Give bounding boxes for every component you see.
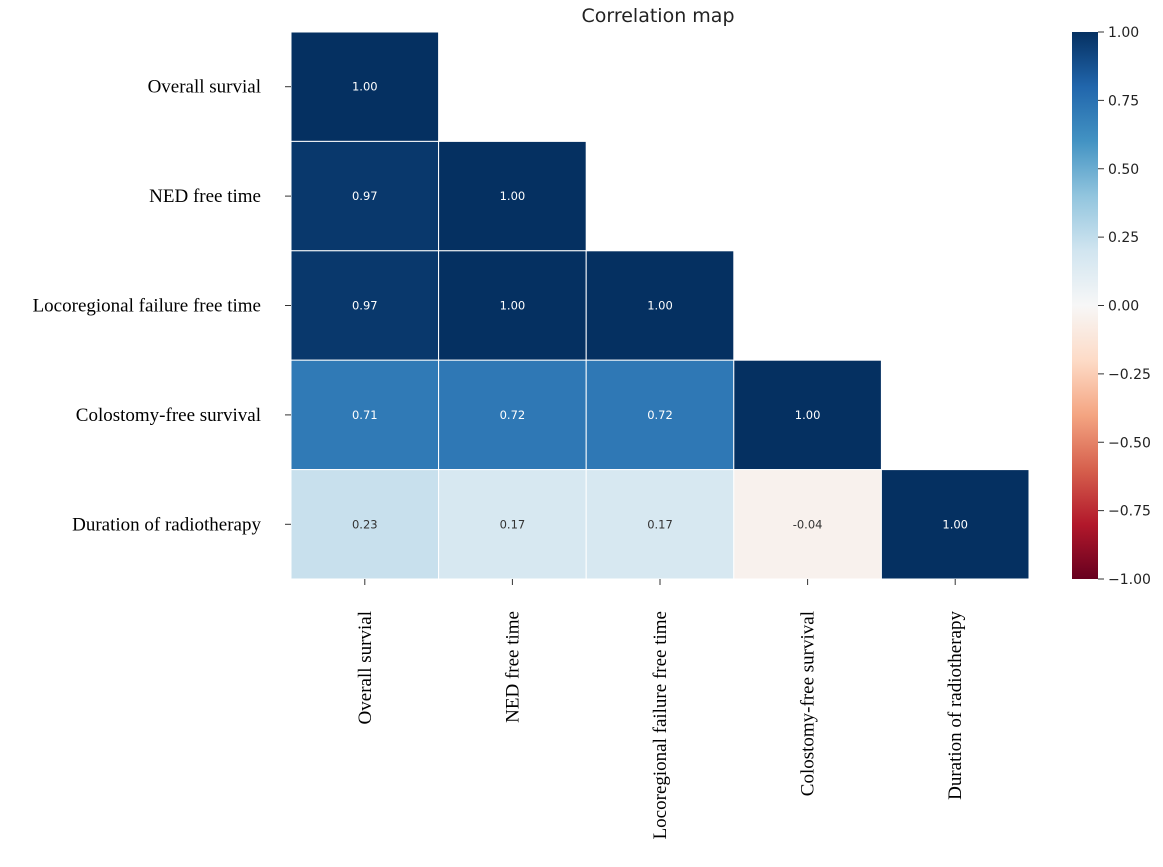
cell-value-label: 0.17 — [500, 517, 526, 531]
heatmap-cell — [585, 469, 735, 580]
heatmap-cell — [290, 140, 440, 252]
column-labels: Overall survial NED free time Locoregional… — [355, 579, 966, 839]
colorbar-tick-label: −0.50 — [1108, 435, 1151, 451]
row-label: NED free time — [149, 186, 261, 207]
cell-value-label: 0.17 — [647, 517, 673, 531]
cell-value-label: -0.04 — [793, 517, 823, 531]
row-label: Locoregional failure free time — [33, 296, 261, 317]
column-label: Colostomy-free survival — [798, 611, 819, 796]
cell-value-label: 0.72 — [647, 408, 673, 422]
colorbar: 1.00 0.75 0.50 0.25 0.00 −0.25 −0.50 −0.75 −1.00 — [1072, 25, 1151, 588]
cell-value-label: 1.00 — [352, 80, 378, 94]
cell-value-label: 1.00 — [500, 189, 526, 203]
column-label: NED free time — [502, 611, 523, 723]
row-labels: Overall survial NED free time Locoregional… — [33, 77, 291, 535]
chart-title: Correlation map — [581, 5, 734, 27]
cell-value-label: 0.23 — [352, 517, 378, 531]
heatmap-cell — [290, 31, 440, 142]
cell-value-label: 0.97 — [352, 299, 378, 313]
colorbar-tick-label: −0.25 — [1108, 367, 1151, 383]
colorbar-tick-label: 0.00 — [1108, 299, 1139, 315]
colorbar-tick-label: −1.00 — [1108, 572, 1151, 588]
heatmap-cell — [733, 469, 882, 580]
heatmap-cell — [438, 359, 587, 471]
column-label: Overall survial — [355, 611, 376, 724]
heatmap-cell — [290, 250, 440, 361]
cell-value-label: 0.71 — [352, 408, 378, 422]
colorbar-tick-label: 1.00 — [1108, 25, 1139, 41]
colorbar-tick-label: 0.25 — [1108, 230, 1139, 246]
colorbar-tick-label: 0.75 — [1108, 93, 1139, 109]
heatmap-cell — [880, 469, 1030, 580]
heatmap-cells: 1.00 0.97 1.00 0.97 1.00 1.00 0.71 0.72 0.72 1.00… — [290, 31, 1030, 580]
row-label: Duration of radiotherapy — [72, 514, 261, 535]
colorbar-tick-label: 0.50 — [1108, 162, 1139, 178]
row-label: Colostomy-free survival — [76, 405, 261, 426]
row-label: Overall survial — [148, 77, 261, 98]
heatmap-cell — [438, 250, 587, 361]
cell-value-label: 1.00 — [795, 408, 821, 422]
cell-value-label: 1.00 — [942, 517, 968, 531]
heatmap-cell — [585, 250, 735, 361]
cell-value-label: 0.97 — [352, 189, 378, 203]
heatmap-cell — [438, 140, 587, 252]
cell-value-label: 1.00 — [647, 299, 673, 313]
cell-value-label: 1.00 — [500, 299, 526, 313]
heatmap-cell — [438, 469, 587, 580]
heatmap-cell — [733, 359, 882, 471]
column-label: Duration of radiotherapy — [945, 611, 966, 800]
colorbar-tick-label: −0.75 — [1108, 504, 1151, 520]
column-label: Locoregional failure free time — [650, 611, 671, 839]
cell-value-label: 0.72 — [500, 408, 526, 422]
colorbar-gradient — [1072, 32, 1098, 579]
